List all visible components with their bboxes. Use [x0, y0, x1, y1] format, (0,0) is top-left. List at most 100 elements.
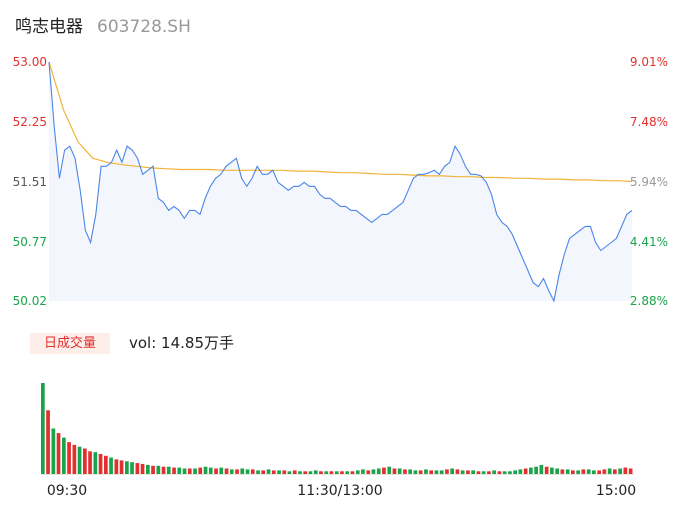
volume-bar	[613, 469, 617, 474]
volume-bar	[550, 467, 554, 474]
volume-bar	[361, 469, 365, 474]
volume-bar	[329, 471, 334, 474]
volume-bar	[319, 471, 323, 474]
volume-bar	[513, 470, 517, 474]
volume-bar	[382, 467, 386, 474]
volume-bar	[298, 471, 302, 474]
volume-bar	[376, 468, 381, 474]
volume-bar	[303, 471, 308, 474]
volume-bar	[208, 467, 213, 474]
volume-bar	[214, 468, 218, 474]
volume-bar	[104, 455, 108, 474]
volume-bar	[350, 471, 355, 474]
volume-bar	[571, 470, 575, 474]
stock-code: 603728.SH	[97, 17, 191, 37]
volume-bar	[476, 471, 481, 474]
volume-bar	[187, 468, 192, 474]
volume-bar	[439, 470, 444, 474]
volume-bar	[324, 471, 329, 474]
volume-bar	[366, 470, 371, 474]
volume-bar	[466, 470, 470, 474]
volume-bar	[193, 468, 197, 474]
volume-bar	[408, 469, 412, 474]
volume-bar	[261, 470, 266, 474]
volume-bar	[56, 433, 61, 475]
volume-bar	[109, 457, 113, 474]
volume-bar	[287, 471, 292, 474]
volume-bar	[224, 468, 229, 474]
volume-bar	[371, 469, 376, 474]
volume-bar	[565, 469, 570, 474]
volume-bar	[271, 470, 276, 474]
pct-tick-label: 5.94%	[630, 175, 668, 189]
volume-bar	[130, 462, 134, 474]
volume-bar	[67, 442, 71, 474]
volume-bar	[355, 470, 360, 474]
volume-bar	[182, 468, 187, 474]
volume-bar	[292, 470, 297, 474]
volume-bar	[424, 469, 428, 474]
price-tick-label: 53.00	[13, 55, 47, 69]
volume-bar	[581, 469, 586, 474]
volume-bar	[397, 468, 402, 474]
volume-bar	[434, 470, 439, 474]
volume-bar	[308, 471, 313, 474]
time-tick-label: 09:30	[47, 483, 87, 499]
volume-bar	[277, 470, 281, 474]
volume-bar	[471, 470, 475, 474]
volume-bar	[72, 444, 77, 474]
volume-bar	[340, 471, 344, 474]
volume-bar	[481, 471, 486, 474]
volume-badge: 日成交量	[30, 333, 110, 354]
volume-bar	[156, 465, 161, 474]
volume-bar	[387, 466, 392, 474]
volume-bar	[219, 467, 224, 474]
volume-bar	[203, 466, 208, 474]
volume-bar	[125, 461, 129, 474]
volume-bar	[586, 469, 591, 474]
volume-bar	[166, 466, 171, 474]
volume-bar	[93, 452, 98, 474]
volume-bar	[140, 464, 145, 474]
volume-bar	[544, 466, 549, 474]
volume-bar	[266, 469, 271, 474]
volume-bar	[618, 468, 622, 474]
volume-bar	[518, 469, 523, 474]
volume-bar	[403, 469, 407, 474]
volume-bar	[497, 471, 502, 474]
volume-bar	[502, 471, 507, 474]
volume-bar	[508, 471, 512, 474]
volume-bar	[313, 470, 318, 474]
volume-bar	[334, 471, 339, 474]
volume-bar	[455, 469, 460, 474]
volume-bar	[413, 470, 418, 474]
volume-bar	[392, 468, 397, 474]
volume-bar	[555, 468, 559, 474]
avg-price-line	[48, 61, 633, 183]
volume-bar	[607, 468, 612, 474]
volume-bar	[119, 460, 124, 475]
volume-bar	[229, 469, 234, 474]
volume-bar	[429, 470, 433, 474]
volume-bar	[46, 410, 50, 474]
volume-bar	[602, 469, 607, 474]
price-tick-label: 52.25	[13, 115, 47, 129]
pct-tick-label: 7.48%	[630, 115, 668, 129]
volume-bar	[597, 470, 601, 474]
volume-bar	[534, 466, 538, 474]
volume-bar	[560, 469, 565, 474]
volume-bar	[235, 469, 239, 474]
pct-tick-label: 2.88%	[630, 294, 668, 308]
volume-bar	[83, 448, 87, 474]
volume-bar	[172, 467, 176, 474]
volume-bar	[628, 468, 633, 474]
volume-bar	[445, 469, 449, 474]
time-tick-label: 11:30/13:00	[297, 483, 382, 499]
stock-title: 鸣志电器 603728.SH	[15, 12, 191, 37]
volume-bar	[98, 454, 103, 474]
volume-bar	[88, 451, 92, 475]
volume-bar	[245, 469, 250, 474]
volume-bar	[240, 468, 245, 474]
volume-bar	[418, 470, 423, 474]
volume-bar	[135, 463, 140, 474]
